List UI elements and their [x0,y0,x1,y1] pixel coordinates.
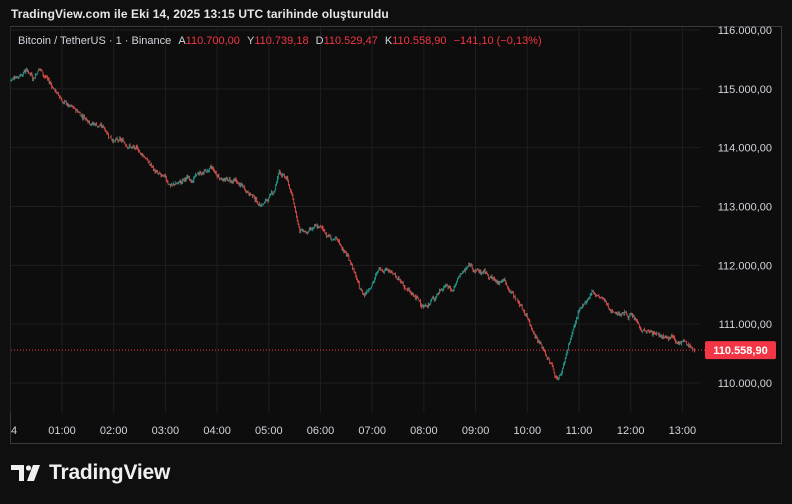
time-tick-label: 4 [11,425,17,437]
time-tick-label: 01:00 [48,425,76,437]
tradingview-logo-text: TradingView [49,461,171,484]
time-tick-label: 03:00 [152,425,180,437]
close-label: K [384,35,393,47]
time-tick-label: 11:00 [566,425,593,437]
time-tick-label: 02:00 [100,425,128,437]
candles [9,67,695,381]
time-axis: 4 01:00 02:00 03:00 04:00 05:00 06:00 07:00 08:0… [11,425,696,437]
time-tick-label: 10:00 [514,425,542,437]
change-value: −141,10 (−0,13%) [453,35,542,47]
low-label: D [315,35,324,47]
chart-frame [10,26,782,444]
time-tick-label: 06:00 [307,425,335,437]
tradingview-logo[interactable]: TradingView [11,461,170,485]
time-tick-label: 04:00 [203,425,231,437]
time-tick-label: 09:00 [462,425,490,437]
time-tick-label: 13:00 [669,425,697,437]
price-tick-label: 114.000,00 [718,143,772,155]
grid-lines [9,27,700,413]
open-label: A [178,35,186,47]
time-tick-label: 08:00 [410,425,438,437]
last-price-label-bg [705,341,776,360]
open-value: 110.700,00 [185,35,240,47]
close-value: 110.558,90 [392,35,447,47]
price-tick-label: 113.000,00 [718,202,772,214]
symbol-legend: Bitcoin / TetherUS · 1 · Binance A110.70… [18,35,542,47]
time-tick-label: 12:00 [617,425,645,437]
time-tick-label: 07:00 [358,425,386,437]
price-tick-label: 115.000,00 [718,84,772,96]
last-price-label: 110.558,90 [713,345,767,357]
price-tick-label: 110.000,00 [718,378,772,390]
symbol-name: Bitcoin / TetherUS · 1 · Binance [18,35,172,47]
high-label: Y [246,35,255,47]
price-axis: 116.000,00 115.000,00 114.000,00 113.000,00… [718,25,772,390]
chart-header-title: TradingView.com ile Eki 14, 2025 13:15 U… [11,7,389,21]
price-tick-label: 112.000,00 [718,260,772,272]
low-value: 110.529,47 [323,35,378,47]
tradingview-logo-icon [11,465,40,481]
time-tick-label: 05:00 [255,425,283,437]
price-tick-label: 116.000,00 [718,25,772,37]
high-value: 110.739,18 [254,35,309,47]
last-price-line: 110.558,90 [11,341,776,360]
price-tick-label: 111.000,00 [719,319,772,331]
